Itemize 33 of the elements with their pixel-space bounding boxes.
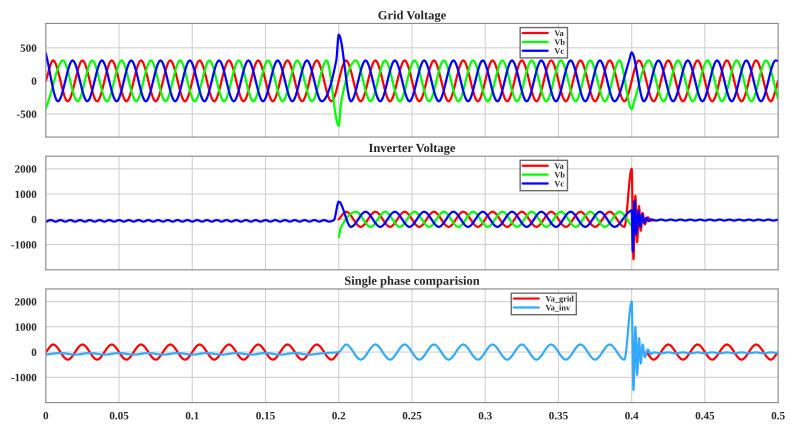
x-tick-label: 0.05 <box>110 412 128 420</box>
x-tick-label: 0.4 <box>625 412 638 420</box>
x-tick-label: 0.35 <box>549 412 568 420</box>
y-tick-label: 0 <box>32 77 36 85</box>
y-tick-label: -1000 <box>11 374 36 382</box>
legend-label: Va_grid <box>546 296 574 304</box>
chart-title: Inverter Voltage <box>368 143 456 155</box>
x-tick-label: 0 <box>43 412 48 420</box>
y-tick-label: 1000 <box>15 323 36 331</box>
legend-label: Va_inv <box>546 304 570 312</box>
chart-title: Single phase comparision <box>344 276 480 288</box>
legend-label: Va <box>554 30 564 36</box>
x-tick-label: 0.2 <box>332 412 346 420</box>
y-tick-label: 0 <box>32 216 36 224</box>
legend-label: Vc <box>554 48 564 54</box>
y-tick-label: -1000 <box>11 241 36 249</box>
y-tick-label: 1000 <box>15 190 36 198</box>
legend-label: Vb <box>554 172 565 178</box>
y-tick-label: 500 <box>20 44 36 52</box>
x-tick-label: 0.25 <box>402 412 422 420</box>
legend-label: Vc <box>554 180 564 187</box>
y-tick-label: -500 <box>16 110 36 118</box>
x-tick-label: 0.1 <box>186 412 199 420</box>
legend-label: Vb <box>554 39 565 45</box>
chart-title: Grid Voltage <box>378 10 446 22</box>
x-tick-label: 0.3 <box>478 412 492 420</box>
x-tick-label: 0.5 <box>772 412 785 420</box>
x-tick-label: 0.45 <box>696 412 714 420</box>
x-tick-label: 0.15 <box>256 412 275 420</box>
y-tick-label: 2000 <box>15 165 36 173</box>
legend-label: Va <box>554 163 564 169</box>
y-tick-label: 2000 <box>15 298 36 306</box>
y-tick-label: 0 <box>32 348 36 356</box>
